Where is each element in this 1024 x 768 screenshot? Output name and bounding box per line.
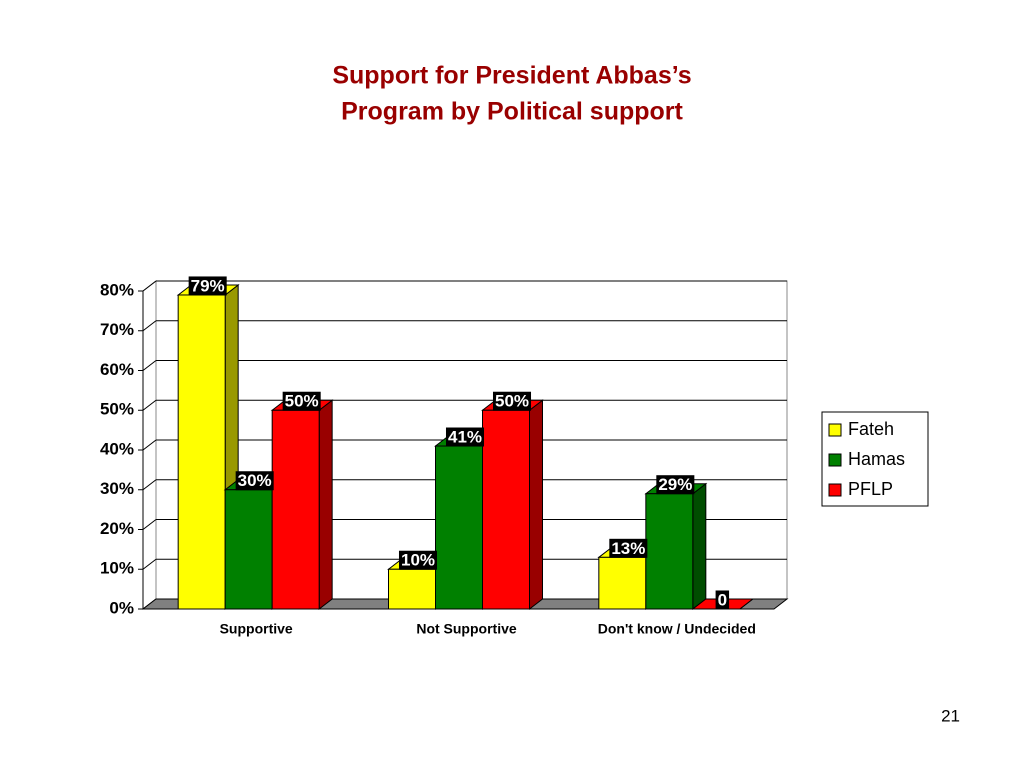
data-label-bg — [492, 391, 532, 411]
bar-side — [318, 399, 333, 611]
grid-line-side — [142, 558, 157, 570]
slide-number: 21 — [941, 706, 960, 725]
grid-line-side — [142, 479, 157, 491]
data-label: 79% — [191, 276, 225, 295]
grid-line-side — [142, 360, 157, 371]
grid-line-side — [142, 320, 157, 332]
data-label: 41% — [448, 428, 482, 447]
y-tick-label: 40% — [100, 439, 134, 458]
bar — [388, 568, 436, 610]
bar — [177, 294, 226, 610]
data-label-bg — [235, 471, 274, 491]
legend-label: PFLP — [848, 479, 893, 499]
bar — [645, 493, 694, 610]
y-tick-label: 60% — [100, 360, 134, 379]
data-label: 0 — [718, 590, 727, 609]
grid-line-side — [142, 399, 157, 411]
x-tick-label: Don't know / Undecided — [598, 621, 756, 637]
data-label-bg — [715, 590, 730, 610]
x-tick-label: Not Supportive — [416, 621, 517, 637]
chart-subtitle: Program by Political support — [341, 98, 683, 126]
data-label-bg — [282, 391, 321, 411]
bar-side — [692, 482, 707, 611]
bar — [435, 445, 483, 610]
bar — [482, 409, 530, 610]
data-label: 13% — [611, 539, 645, 558]
y-tick-label: 30% — [100, 479, 134, 498]
y-tick-label: 10% — [100, 559, 134, 578]
data-label: 50% — [495, 392, 529, 411]
data-label: 29% — [658, 475, 692, 494]
bar — [271, 409, 320, 610]
bar — [598, 556, 647, 610]
y-tick-label: 80% — [100, 280, 134, 299]
bar — [224, 489, 273, 610]
grid-line-side — [142, 439, 157, 451]
grid-line-side — [142, 519, 157, 530]
y-tick-label: 20% — [100, 519, 134, 538]
data-label-bg — [188, 276, 227, 296]
bar-side — [529, 399, 543, 611]
y-tick-label: 50% — [100, 400, 134, 419]
y-tick-label: 0% — [109, 598, 134, 617]
data-label: 50% — [285, 392, 319, 411]
y-tick-label: 70% — [100, 320, 134, 339]
chart-title: Support for President Abbas’s — [332, 62, 691, 90]
x-tick-label: Supportive — [220, 621, 293, 637]
data-label-bg — [656, 475, 695, 495]
legend-swatch — [828, 423, 842, 437]
data-label-bg — [609, 538, 648, 558]
data-label: 10% — [401, 551, 435, 570]
legend-label: Fateh — [848, 419, 894, 439]
legend-swatch — [828, 483, 842, 497]
legend-swatch — [828, 453, 842, 467]
data-label-bg — [398, 550, 438, 570]
grid-line-side — [142, 280, 157, 292]
data-label: 30% — [238, 471, 272, 490]
data-label-bg — [445, 427, 485, 447]
legend-label: Hamas — [848, 449, 905, 469]
